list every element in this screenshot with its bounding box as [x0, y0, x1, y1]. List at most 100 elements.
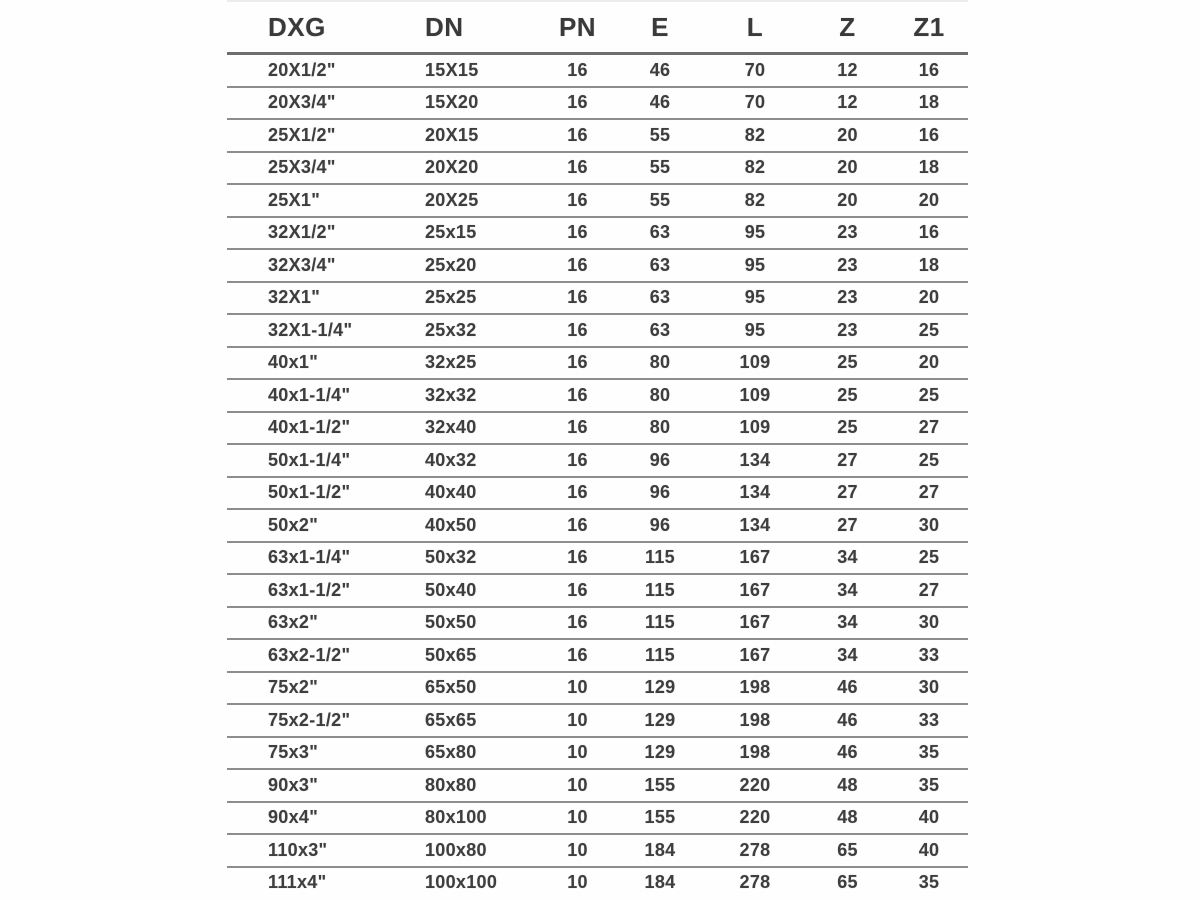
table-cell: 50x65 [415, 638, 540, 672]
table-cell: 198 [705, 735, 805, 769]
table-cell: 48 [805, 768, 890, 802]
table-cell: 40x32 [415, 443, 540, 477]
table-cell: 27 [890, 410, 968, 444]
table-cell: 18 [890, 248, 968, 282]
table-cell: 32X1" [227, 280, 415, 314]
table-cell: 10 [540, 768, 615, 802]
table-cell: 63 [615, 215, 705, 249]
table-cell: 96 [615, 475, 705, 509]
table-row: 63x2" 50x50 16 115 167 34 30 [227, 605, 968, 639]
table-row: 75x2" 65x50 10 129 198 46 30 [227, 670, 968, 704]
table-cell: 10 [540, 735, 615, 769]
table-cell: 75x2" [227, 670, 415, 704]
table-cell: 16 [540, 85, 615, 119]
table-row: 40x1-1/4" 32x32 16 80 109 25 25 [227, 378, 968, 412]
table-cell: 82 [705, 183, 805, 217]
table-cell: 80 [615, 410, 705, 444]
table-row: 110x3" 100x80 10 184 278 65 40 [227, 833, 968, 867]
table-cell: 10 [540, 670, 615, 704]
table-header: DXG DN PN E L Z Z1 [227, 0, 968, 55]
table-cell: 134 [705, 508, 805, 542]
col-header-pn: PN [540, 0, 615, 55]
spec-table-container: DXG DN PN E L Z Z1 20X1/2" 15X15 16 46 70 12 1… [227, 0, 968, 898]
table-cell: 278 [705, 833, 805, 867]
table-cell: 63x2-1/2" [227, 638, 415, 672]
table-cell: 46 [649, 59, 671, 80]
table-cell: 32x40 [415, 410, 540, 444]
table-cell: 20 [805, 150, 890, 184]
table-cell: 20X3/4" [227, 85, 415, 119]
table-cell: 16 [540, 605, 615, 639]
table-cell: 100x100 [415, 865, 540, 898]
table-cell: 20 [890, 345, 968, 379]
table-cell: 46 [615, 85, 705, 119]
table-cell: 27 [890, 573, 968, 607]
table-cell: 27 [890, 475, 968, 509]
table-cell: 167 [705, 573, 805, 607]
table-row: 50x2" 40x50 16 96 134 27 30 [227, 508, 968, 542]
table-cell: 46 [805, 670, 890, 704]
table-cell: 40x40 [415, 475, 540, 509]
table-row: 63x1-1/2" 50x40 16 115 167 34 27 [227, 573, 968, 607]
table-row: 25X1/2" 20X15 16 55 82 20 16 [227, 118, 968, 152]
table-cell: 65 [805, 833, 890, 867]
table-cell: 16 [540, 280, 615, 314]
table-cell: 129 [615, 703, 705, 737]
table-cell: 16 [567, 59, 588, 80]
spec-table: DXG DN PN E L Z Z1 20X1/2" 15X15 16 46 70 12 1… [227, 0, 968, 898]
col-header-dxg: DXG [227, 0, 415, 55]
table-cell: 95 [705, 215, 805, 249]
table-cell: 25 [805, 410, 890, 444]
col-header-e: E [615, 0, 705, 55]
table-cell: 16 [890, 118, 968, 152]
table-cell: 50x50 [415, 605, 540, 639]
table-cell: 25 [890, 313, 968, 347]
table-cell: 25 [890, 378, 968, 412]
table-cell: 198 [705, 703, 805, 737]
table-cell: 20 [805, 118, 890, 152]
table-cell: 134 [705, 443, 805, 477]
table-cell: 65 [805, 865, 890, 898]
table-cell: 134 [705, 475, 805, 509]
table-row: 63x2-1/2" 50x65 16 115 167 34 33 [227, 638, 968, 672]
table-cell: 25X3/4" [227, 150, 415, 184]
table-cell: 16 [540, 573, 615, 607]
table-cell: 115 [615, 605, 705, 639]
table-cell: 16 [540, 248, 615, 282]
table-cell: 40 [890, 800, 968, 834]
table-cell: 63x2" [227, 605, 415, 639]
table-cell: 95 [705, 280, 805, 314]
table-cell: 48 [805, 800, 890, 834]
table-row: 32X1/2" 25x15 16 63 95 23 16 [227, 215, 968, 249]
table-cell: 15X15 [425, 59, 479, 80]
table-cell: 18 [890, 85, 968, 119]
table-cell: 50x1-1/2" [227, 475, 415, 509]
table-cell: 65x50 [415, 670, 540, 704]
table-cell: 35 [890, 768, 968, 802]
table-cell: 23 [805, 313, 890, 347]
table-cell: 25X1" [227, 183, 415, 217]
table-cell: 20X20 [415, 150, 540, 184]
table-cell: 16 [540, 410, 615, 444]
table-cell: 16 [918, 59, 940, 80]
table-cell: 75x3" [227, 735, 415, 769]
table-cell: 20X1/2" [268, 59, 336, 80]
table-cell: 155 [615, 800, 705, 834]
table-cell: 35 [890, 865, 968, 898]
table-cell: 63x1-1/2" [227, 573, 415, 607]
table-cell: 82 [705, 118, 805, 152]
table-cell: 20 [805, 183, 890, 217]
table-cell: 95 [705, 248, 805, 282]
table-cell: 25x25 [415, 280, 540, 314]
header-row: DXG DN PN E L Z Z1 [227, 0, 968, 55]
table-cell: 16 [540, 345, 615, 379]
table-cell: 167 [705, 605, 805, 639]
table-cell: 10 [540, 703, 615, 737]
table-cell: 115 [615, 638, 705, 672]
table-cell: 90x4" [227, 800, 415, 834]
table-body: 20X1/2" 15X15 16 46 70 12 16 20X3/4" 15X20 16 46 70… [227, 54, 968, 898]
table-cell: 30 [890, 508, 968, 542]
table-cell: 50x2" [227, 508, 415, 542]
table-cell: 50x1-1/4" [227, 443, 415, 477]
table-row: 25X3/4" 20X20 16 55 82 20 18 [227, 150, 968, 184]
